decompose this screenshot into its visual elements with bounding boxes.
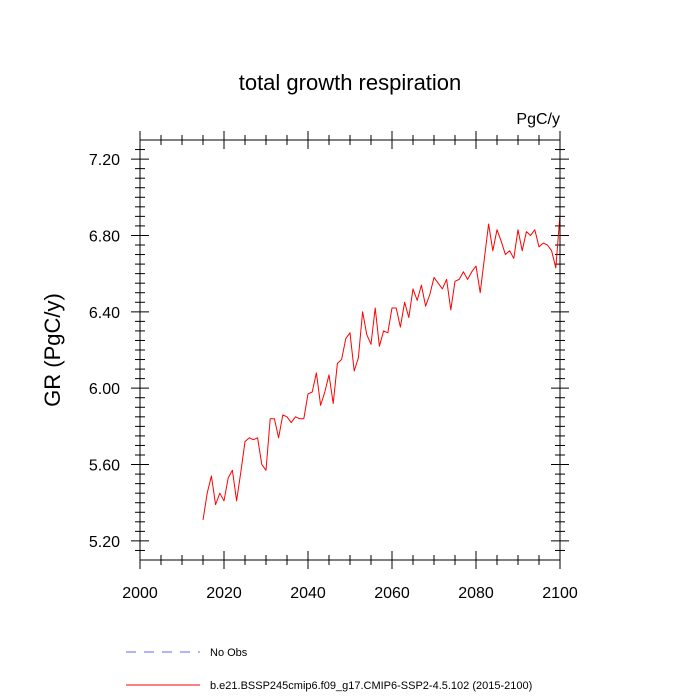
x-tick-label: 2020 bbox=[206, 585, 242, 602]
units-label: PgC/y bbox=[516, 111, 560, 128]
chart-title: total growth respiration bbox=[239, 70, 462, 95]
axis-tick-labels: 2000 2020 2040 2060 2080 2100 5.20 5.60 6.00 6.40… bbox=[89, 152, 578, 602]
x-tick-label: 2100 bbox=[542, 585, 578, 602]
x-tick-label: 2060 bbox=[374, 585, 410, 602]
y-tick-label: 7.20 bbox=[89, 152, 120, 169]
x-tick-label: 2000 bbox=[122, 585, 158, 602]
y-tick-label: 6.00 bbox=[89, 381, 120, 398]
y-axis-label: GR (PgC/y) bbox=[40, 293, 65, 407]
series-line bbox=[202, 214, 561, 520]
x-tick-label: 2040 bbox=[290, 585, 326, 602]
plot-frame bbox=[139, 139, 561, 561]
y-tick-label: 6.40 bbox=[89, 305, 120, 322]
axis-ticks bbox=[131, 131, 569, 569]
data-series bbox=[202, 214, 561, 520]
y-tick-label: 5.20 bbox=[89, 534, 120, 551]
legend-label-model: b.e21.BSSP245cmip6.f09_g17.CMIP6-SSP2-4.… bbox=[210, 680, 532, 692]
legend: No Obs b.e21.BSSP245cmip6.f09_g17.CMIP6-… bbox=[126, 647, 532, 692]
y-tick-label: 5.60 bbox=[89, 458, 120, 475]
y-tick-label: 6.80 bbox=[89, 228, 120, 245]
legend-label-no-obs: No Obs bbox=[210, 647, 248, 659]
x-tick-label: 2080 bbox=[458, 585, 494, 602]
